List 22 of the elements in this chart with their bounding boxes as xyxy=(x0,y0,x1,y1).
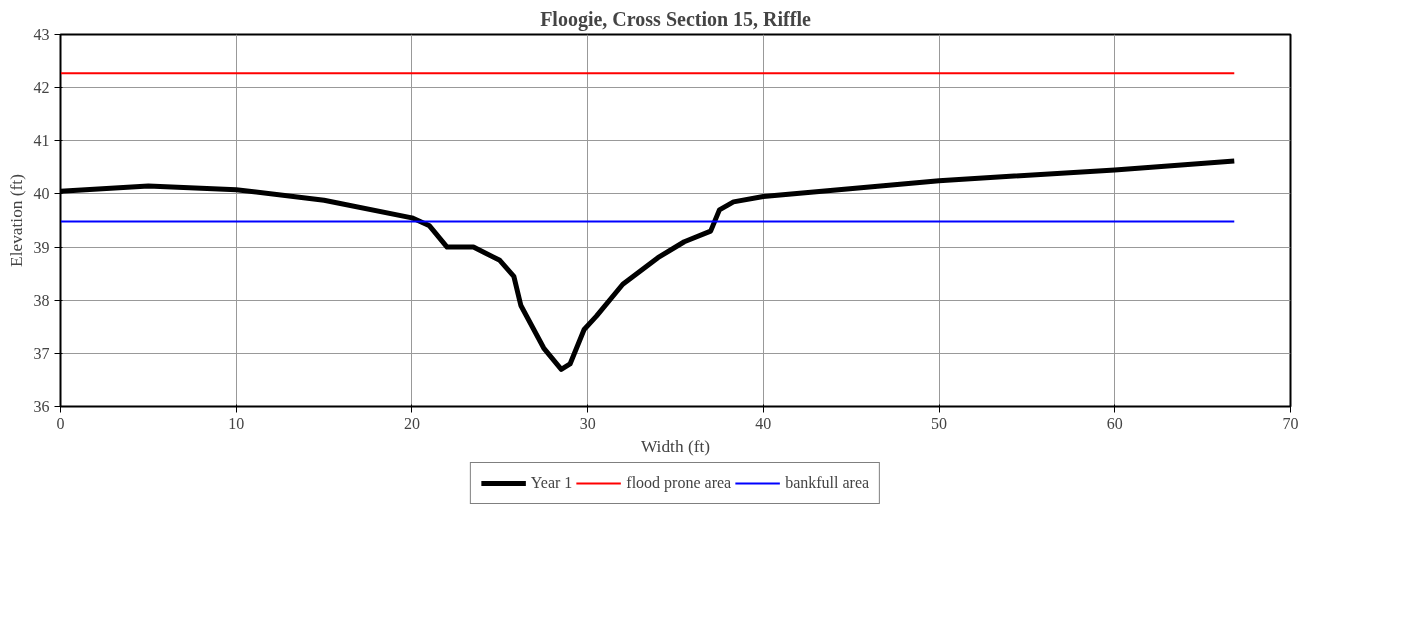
y-axis-title: Elevation (ft) xyxy=(6,173,26,267)
x-tick-label: 10 xyxy=(228,414,245,432)
y-tick-label: 40 xyxy=(33,185,50,203)
x-tick-label: 70 xyxy=(1282,414,1299,432)
y-tick-label: 39 xyxy=(33,238,50,256)
y-tick-label: 36 xyxy=(33,398,50,415)
y-tick-label: 37 xyxy=(33,344,50,362)
x-tick-label: 50 xyxy=(931,414,948,432)
y-tick-label: 38 xyxy=(33,291,50,309)
legend-label: Year 1 xyxy=(530,474,573,492)
y-tick-label: 42 xyxy=(33,79,50,97)
x-tick-label: 0 xyxy=(56,414,65,432)
x-tick-label: 40 xyxy=(755,414,772,432)
x-axis-title: Width (ft) xyxy=(640,436,711,456)
chart-title: Floogie, Cross Section 15, Riffle xyxy=(540,7,811,31)
x-tick-label: 30 xyxy=(579,414,596,432)
legend-label: bankfull area xyxy=(785,474,870,492)
legend-label: flood prone area xyxy=(626,474,732,492)
y-tick-label: 41 xyxy=(33,132,50,150)
x-tick-label: 60 xyxy=(1106,414,1123,432)
x-tick-label: 20 xyxy=(403,414,420,432)
y-tick-label: 43 xyxy=(33,26,50,43)
